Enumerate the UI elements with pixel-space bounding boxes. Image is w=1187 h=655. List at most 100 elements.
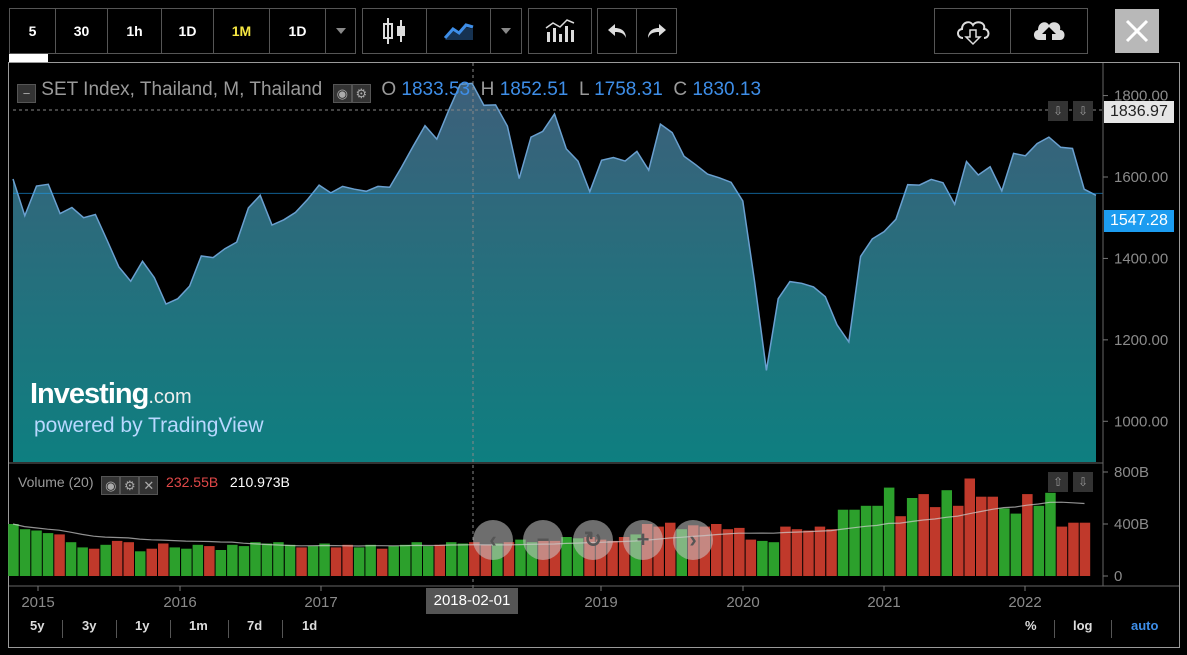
collapse-icon[interactable]: − — [17, 84, 36, 103]
time-tick-label: 2015 — [21, 594, 54, 611]
auto-scale-button[interactable]: auto — [1131, 618, 1159, 633]
cloud-upload-icon — [1033, 22, 1065, 42]
volume-bar — [88, 548, 100, 576]
volume-bar — [526, 542, 538, 576]
interval-toolbar: 5 30 1h 1D 1M 1D — [9, 8, 356, 54]
divider — [62, 620, 63, 638]
volume-bar — [492, 543, 503, 576]
close-button[interactable] — [1115, 9, 1159, 53]
volume-bar — [872, 505, 883, 576]
chevron-down-icon — [500, 28, 511, 34]
eye-icon[interactable]: ◉ — [332, 84, 352, 103]
close-icon — [1125, 19, 1149, 43]
volume-bar — [1045, 492, 1056, 576]
time-tick-label: 2021 — [867, 594, 900, 611]
volume-value-1: 232.55B — [166, 474, 219, 490]
volume-tick-label: 0 — [1114, 568, 1122, 585]
volume-bar — [987, 496, 998, 576]
cloud-upload-button[interactable] — [1011, 9, 1087, 53]
indicators-button[interactable] — [529, 9, 591, 53]
log-scale-button[interactable]: log — [1073, 618, 1093, 633]
volume-bar — [8, 524, 19, 576]
time-tick-label: 2022 — [1008, 594, 1041, 611]
interval-1d-alt-button[interactable]: 1D — [270, 9, 326, 53]
eye-icon[interactable]: ◉ — [101, 476, 121, 495]
volume-bar — [215, 550, 227, 576]
volume-scale-down-button[interactable]: ⇩ — [1073, 472, 1093, 492]
crosshair-price-tag: 1836.97 — [1104, 101, 1174, 123]
powered-by-label: powered by TradingView — [34, 414, 264, 437]
scale-up-button[interactable]: ⇩ — [1073, 101, 1093, 121]
close-label: C — [673, 79, 688, 100]
range-1y-button[interactable]: 1y — [135, 618, 150, 633]
last-price-tag: 1547.28 — [1104, 210, 1174, 232]
scroll-right-button[interactable]: › — [673, 520, 713, 560]
cloud-download-button[interactable] — [935, 9, 1011, 53]
volume-bar — [169, 547, 180, 576]
range-5y-button[interactable]: 5y — [30, 618, 45, 633]
candles-button[interactable] — [363, 9, 427, 53]
interval-1d-button[interactable]: 1D — [162, 9, 214, 53]
undo-button[interactable] — [598, 9, 637, 53]
range-7d-button[interactable]: 7d — [247, 618, 263, 633]
range-3y-button[interactable]: 3y — [82, 618, 97, 633]
percent-scale-button[interactable]: % — [1025, 618, 1037, 633]
volume-bar — [192, 544, 204, 576]
price-tick-label: 1600.00 — [1114, 169, 1168, 186]
volume-bar — [895, 516, 906, 576]
scale-down-button[interactable]: ⇩ — [1048, 101, 1068, 121]
volume-bar — [284, 544, 296, 576]
volume-bar — [918, 494, 929, 576]
volume-bar — [1079, 522, 1091, 576]
redo-icon — [647, 24, 666, 38]
volume-bar — [77, 547, 88, 576]
zoom-in-button[interactable]: + — [623, 520, 663, 560]
volume-bar — [1033, 505, 1045, 576]
range-1m-button[interactable]: 1m — [189, 618, 208, 633]
cloud-download-icon — [956, 21, 989, 46]
volume-bar — [400, 544, 411, 576]
interval-1m-button[interactable]: 1M — [214, 9, 270, 53]
volume-bar — [250, 542, 261, 576]
interval-5-button[interactable]: 5 — [10, 9, 56, 53]
volume-bar — [503, 542, 515, 576]
area-chart-icon — [443, 23, 473, 40]
gear-icon[interactable]: ⚙ — [120, 476, 140, 495]
interval-1h-button[interactable]: 1h — [108, 9, 162, 53]
high-value: 1852.51 — [499, 79, 569, 100]
divider — [282, 620, 283, 638]
volume-tick-label: 400B — [1114, 516, 1149, 533]
scroll-left-button[interactable]: ‹ — [473, 520, 513, 560]
crosshair-date-label: 2018-02-01 — [426, 588, 518, 614]
redo-button[interactable] — [637, 9, 676, 53]
chart-type-dropdown-button[interactable] — [491, 9, 520, 53]
close-icon[interactable]: ✕ — [139, 476, 159, 495]
volume-bar — [123, 542, 134, 576]
price-area — [13, 83, 1096, 463]
volume-scale-up-button[interactable]: ⇧ — [1048, 472, 1068, 492]
low-value: 1758.31 — [594, 79, 663, 100]
volume-bar — [1056, 526, 1068, 576]
time-tick-label: 2016 — [163, 594, 196, 611]
range-1d-button[interactable]: 1d — [302, 618, 318, 633]
price-tick-label: 1800.00 — [1114, 88, 1168, 105]
volume-bar — [618, 537, 630, 576]
logo-suffix: .com — [148, 386, 192, 408]
zoom-out-button[interactable]: − — [523, 520, 563, 560]
gear-icon[interactable]: ⚙ — [351, 84, 371, 103]
area-chart-button[interactable] — [427, 9, 491, 53]
reset-button[interactable]: ↻ — [573, 520, 613, 560]
volume-bar — [54, 534, 65, 576]
interval-30-button[interactable]: 30 — [56, 9, 108, 53]
undo-icon — [608, 24, 626, 38]
volume-bar — [803, 530, 814, 576]
volume-bar — [780, 526, 791, 576]
open-value: 1833.53 — [401, 79, 471, 100]
price-tick-label: 1200.00 — [1114, 332, 1168, 349]
volume-bar — [757, 540, 768, 576]
volume-bar — [837, 509, 849, 576]
interval-dropdown-button[interactable] — [326, 9, 355, 53]
volume-bar — [469, 542, 480, 576]
volume-bar — [42, 533, 54, 576]
volume-bar — [353, 547, 365, 576]
